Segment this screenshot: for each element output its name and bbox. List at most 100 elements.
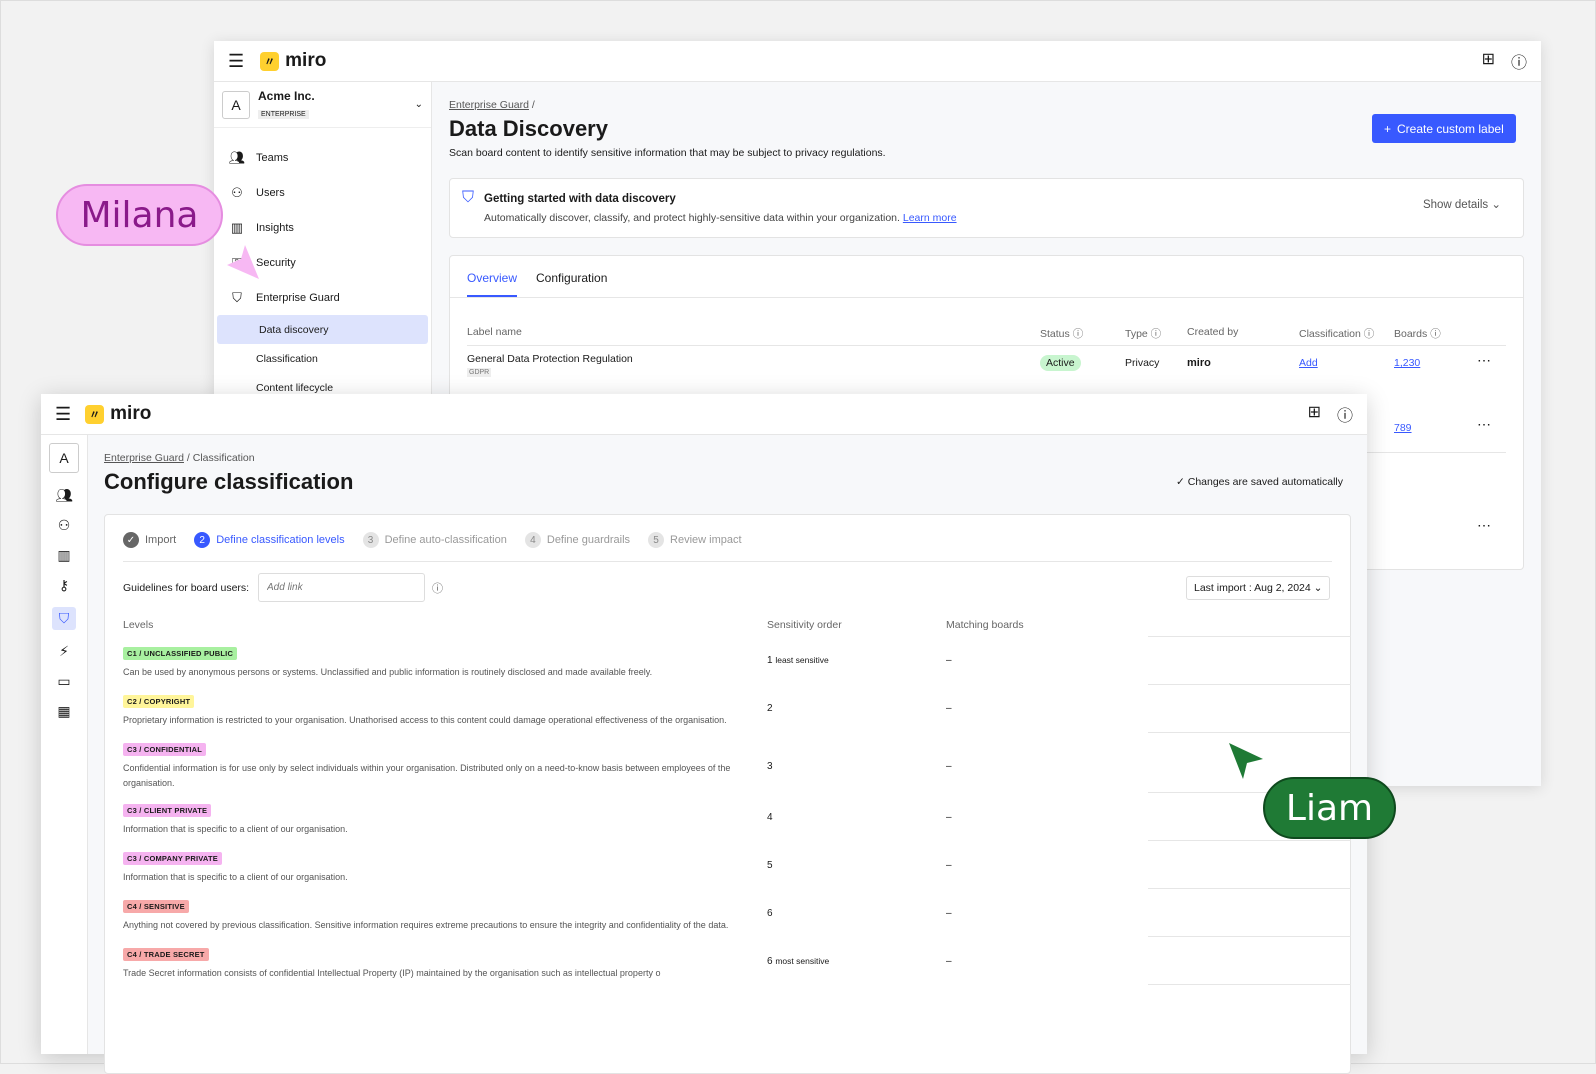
level-description: Anything not covered by previous classif…	[123, 920, 729, 930]
guidelines-link-input[interactable]	[258, 573, 425, 602]
page-title: Configure classification	[104, 469, 354, 494]
row-divider	[1148, 684, 1351, 685]
tab-overview[interactable]: Overview	[467, 271, 518, 297]
matching-boards: –	[946, 812, 952, 823]
info-icon[interactable]: ⓘ	[432, 583, 443, 595]
board-icon[interactable]: ▭	[57, 673, 71, 689]
sidebar-item-teams[interactable]: 👥︎ Teams	[228, 149, 289, 165]
apps-grid-icon[interactable]: ⊞	[1481, 51, 1495, 68]
insights-icon: ▥	[230, 219, 244, 235]
more-actions-icon[interactable]: ⋯	[1477, 517, 1491, 533]
gdpr-tag: GDPR	[467, 368, 492, 377]
row-divider	[1148, 840, 1351, 841]
menu-icon[interactable]: ☰	[228, 50, 245, 71]
breadcrumb-enterprise-guard[interactable]: Enterprise Guard	[449, 99, 529, 111]
matching-boards: –	[946, 956, 952, 967]
matching-boards: –	[946, 908, 952, 919]
plus-icon: +	[1384, 121, 1392, 136]
cursor-label-liam: Liam	[1263, 777, 1396, 839]
sidebar-subitem-data-discovery[interactable]: Data discovery	[217, 315, 428, 344]
type-value: Privacy	[1125, 357, 1160, 369]
level-row[interactable]: C3 / CLIENT PRIVATE Information that is s…	[123, 800, 763, 837]
milana-cursor-arrow-icon	[227, 245, 259, 279]
create-custom-label-button[interactable]: + Create custom label	[1372, 114, 1516, 143]
org-avatar[interactable]: A	[49, 443, 79, 473]
add-classification-link[interactable]: Add	[1299, 357, 1318, 369]
level-description: Trade Secret information consists of con…	[123, 968, 661, 978]
miro-logo[interactable]: 〃 miro	[85, 403, 151, 425]
autosave-status: ✓ Changes are saved automatically	[1176, 476, 1343, 488]
matching-boards: –	[946, 655, 952, 666]
boards-count-link[interactable]: 1,230	[1394, 357, 1421, 369]
sidebar-subitem-content-lifecycle[interactable]: Content lifecycle	[256, 381, 334, 394]
last-import-dropdown[interactable]: Last import : Aug 2, 2024 ⌄	[1186, 576, 1331, 600]
matching-boards: –	[946, 860, 952, 871]
chevron-down-icon: ⌄	[1491, 199, 1501, 211]
users-icon: ⚇	[231, 184, 243, 200]
page-title: Data Discovery	[449, 116, 608, 141]
teams-icon: 👥︎	[228, 149, 246, 165]
step-import[interactable]: ✓ Import	[123, 532, 176, 548]
step-review-impact[interactable]: 5 Review impact	[648, 532, 742, 548]
shield-icon: ⛉	[462, 189, 475, 206]
level-description: Confidential information is for use only…	[123, 763, 731, 789]
org-switcher[interactable]: A Acme Inc. ENTERPRISE ⌄	[214, 82, 431, 128]
main-content: Enterprise Guard / Classification Config…	[88, 435, 1367, 1074]
top-bar: ☰ 〃 miro ⊞ ⓘ	[214, 41, 1541, 82]
plan-badge: ENTERPRISE	[258, 109, 309, 119]
level-description: Can be used by anonymous persons or syst…	[123, 667, 653, 677]
sensitivity-order: 4	[767, 812, 773, 823]
apps-grid-icon[interactable]: ⊞	[1307, 404, 1321, 421]
matching-boards: –	[946, 703, 952, 714]
tab-configuration[interactable]: Configuration	[536, 271, 608, 285]
page-subtitle: Scan board content to identify sensitive…	[449, 147, 886, 159]
help-icon[interactable]: ⓘ	[1336, 408, 1353, 425]
level-row[interactable]: C2 / COPYRIGHT Proprietary information is…	[123, 691, 763, 728]
help-icon[interactable]: ⓘ	[1510, 55, 1527, 72]
more-actions-icon[interactable]: ⋯	[1477, 352, 1491, 368]
chevron-down-icon: ⌄	[1313, 582, 1323, 594]
menu-icon[interactable]: ☰	[55, 403, 72, 424]
teams-icon[interactable]: 👥︎	[55, 487, 73, 503]
level-row[interactable]: C3 / COMPANY PRIVATE Information that is …	[123, 848, 763, 885]
level-tag: C3 / CLIENT PRIVATE	[123, 804, 212, 817]
status-badge: Active	[1040, 355, 1081, 371]
sidebar-subitem-classification[interactable]: Classification	[256, 352, 318, 365]
building-icon[interactable]: ▦	[57, 703, 71, 719]
miro-logo[interactable]: 〃 miro	[260, 50, 326, 72]
sidebar-item-users[interactable]: ⚇ Users	[214, 175, 431, 210]
step-define-levels[interactable]: 2 Define classification levels	[194, 532, 345, 548]
level-row[interactable]: C4 / SENSITIVE Anything not covered by pr…	[123, 896, 763, 933]
cursor-label-milana: Milana	[56, 184, 223, 246]
sensitivity-order: 6	[767, 908, 773, 919]
show-details-toggle[interactable]: Show details ⌄	[1422, 199, 1501, 211]
row-divider	[1148, 888, 1351, 889]
shield-icon[interactable]: ⛉	[51, 607, 77, 630]
boards-count-link[interactable]: 789	[1394, 422, 1412, 434]
level-description: Information that is specific to a client…	[123, 872, 348, 882]
sidebar-collapsed: A 👥︎ ⚇ ▥ ⚷ ⛉ ⚡︎ ▭ ▦	[41, 435, 88, 1054]
level-row[interactable]: C4 / TRADE SECRET Trade Secret informatio…	[123, 944, 763, 981]
org-avatar: A	[222, 90, 250, 119]
created-by-value: miro	[1187, 357, 1211, 369]
step-auto-classification[interactable]: 3 Define auto-classification	[362, 532, 507, 548]
sidebar-item-enterprise-guard[interactable]: ⛉ Enterprise Guard	[214, 280, 431, 315]
step-guardrails[interactable]: 4 Define guardrails	[524, 532, 630, 548]
insights-icon[interactable]: ▥	[57, 547, 71, 563]
sidebar-item-insights[interactable]: ▥ Insights	[214, 210, 431, 245]
banner-title: Getting started with data discovery	[484, 193, 676, 205]
plug-icon[interactable]: ⚡︎	[59, 643, 69, 659]
level-row[interactable]: C3 / CONFIDENTIAL Confidential informatio…	[123, 739, 763, 792]
top-bar: ☰ 〃 miro ⊞ ⓘ	[41, 394, 1367, 435]
check-icon: ✓	[1176, 476, 1185, 488]
breadcrumb-enterprise-guard[interactable]: Enterprise Guard	[104, 452, 184, 464]
row-divider	[1148, 636, 1351, 637]
level-row[interactable]: C1 / UNCLASSIFIED PUBLIC Can be used by a…	[123, 643, 763, 680]
users-icon[interactable]: ⚇	[57, 517, 71, 533]
more-actions-icon[interactable]: ⋯	[1477, 416, 1491, 432]
level-tag: C4 / TRADE SECRET	[123, 948, 209, 961]
learn-more-link[interactable]: Learn more	[902, 212, 957, 224]
sensitivity-order: 6 most sensitive	[767, 956, 830, 967]
key-icon[interactable]: ⚷	[58, 577, 70, 593]
